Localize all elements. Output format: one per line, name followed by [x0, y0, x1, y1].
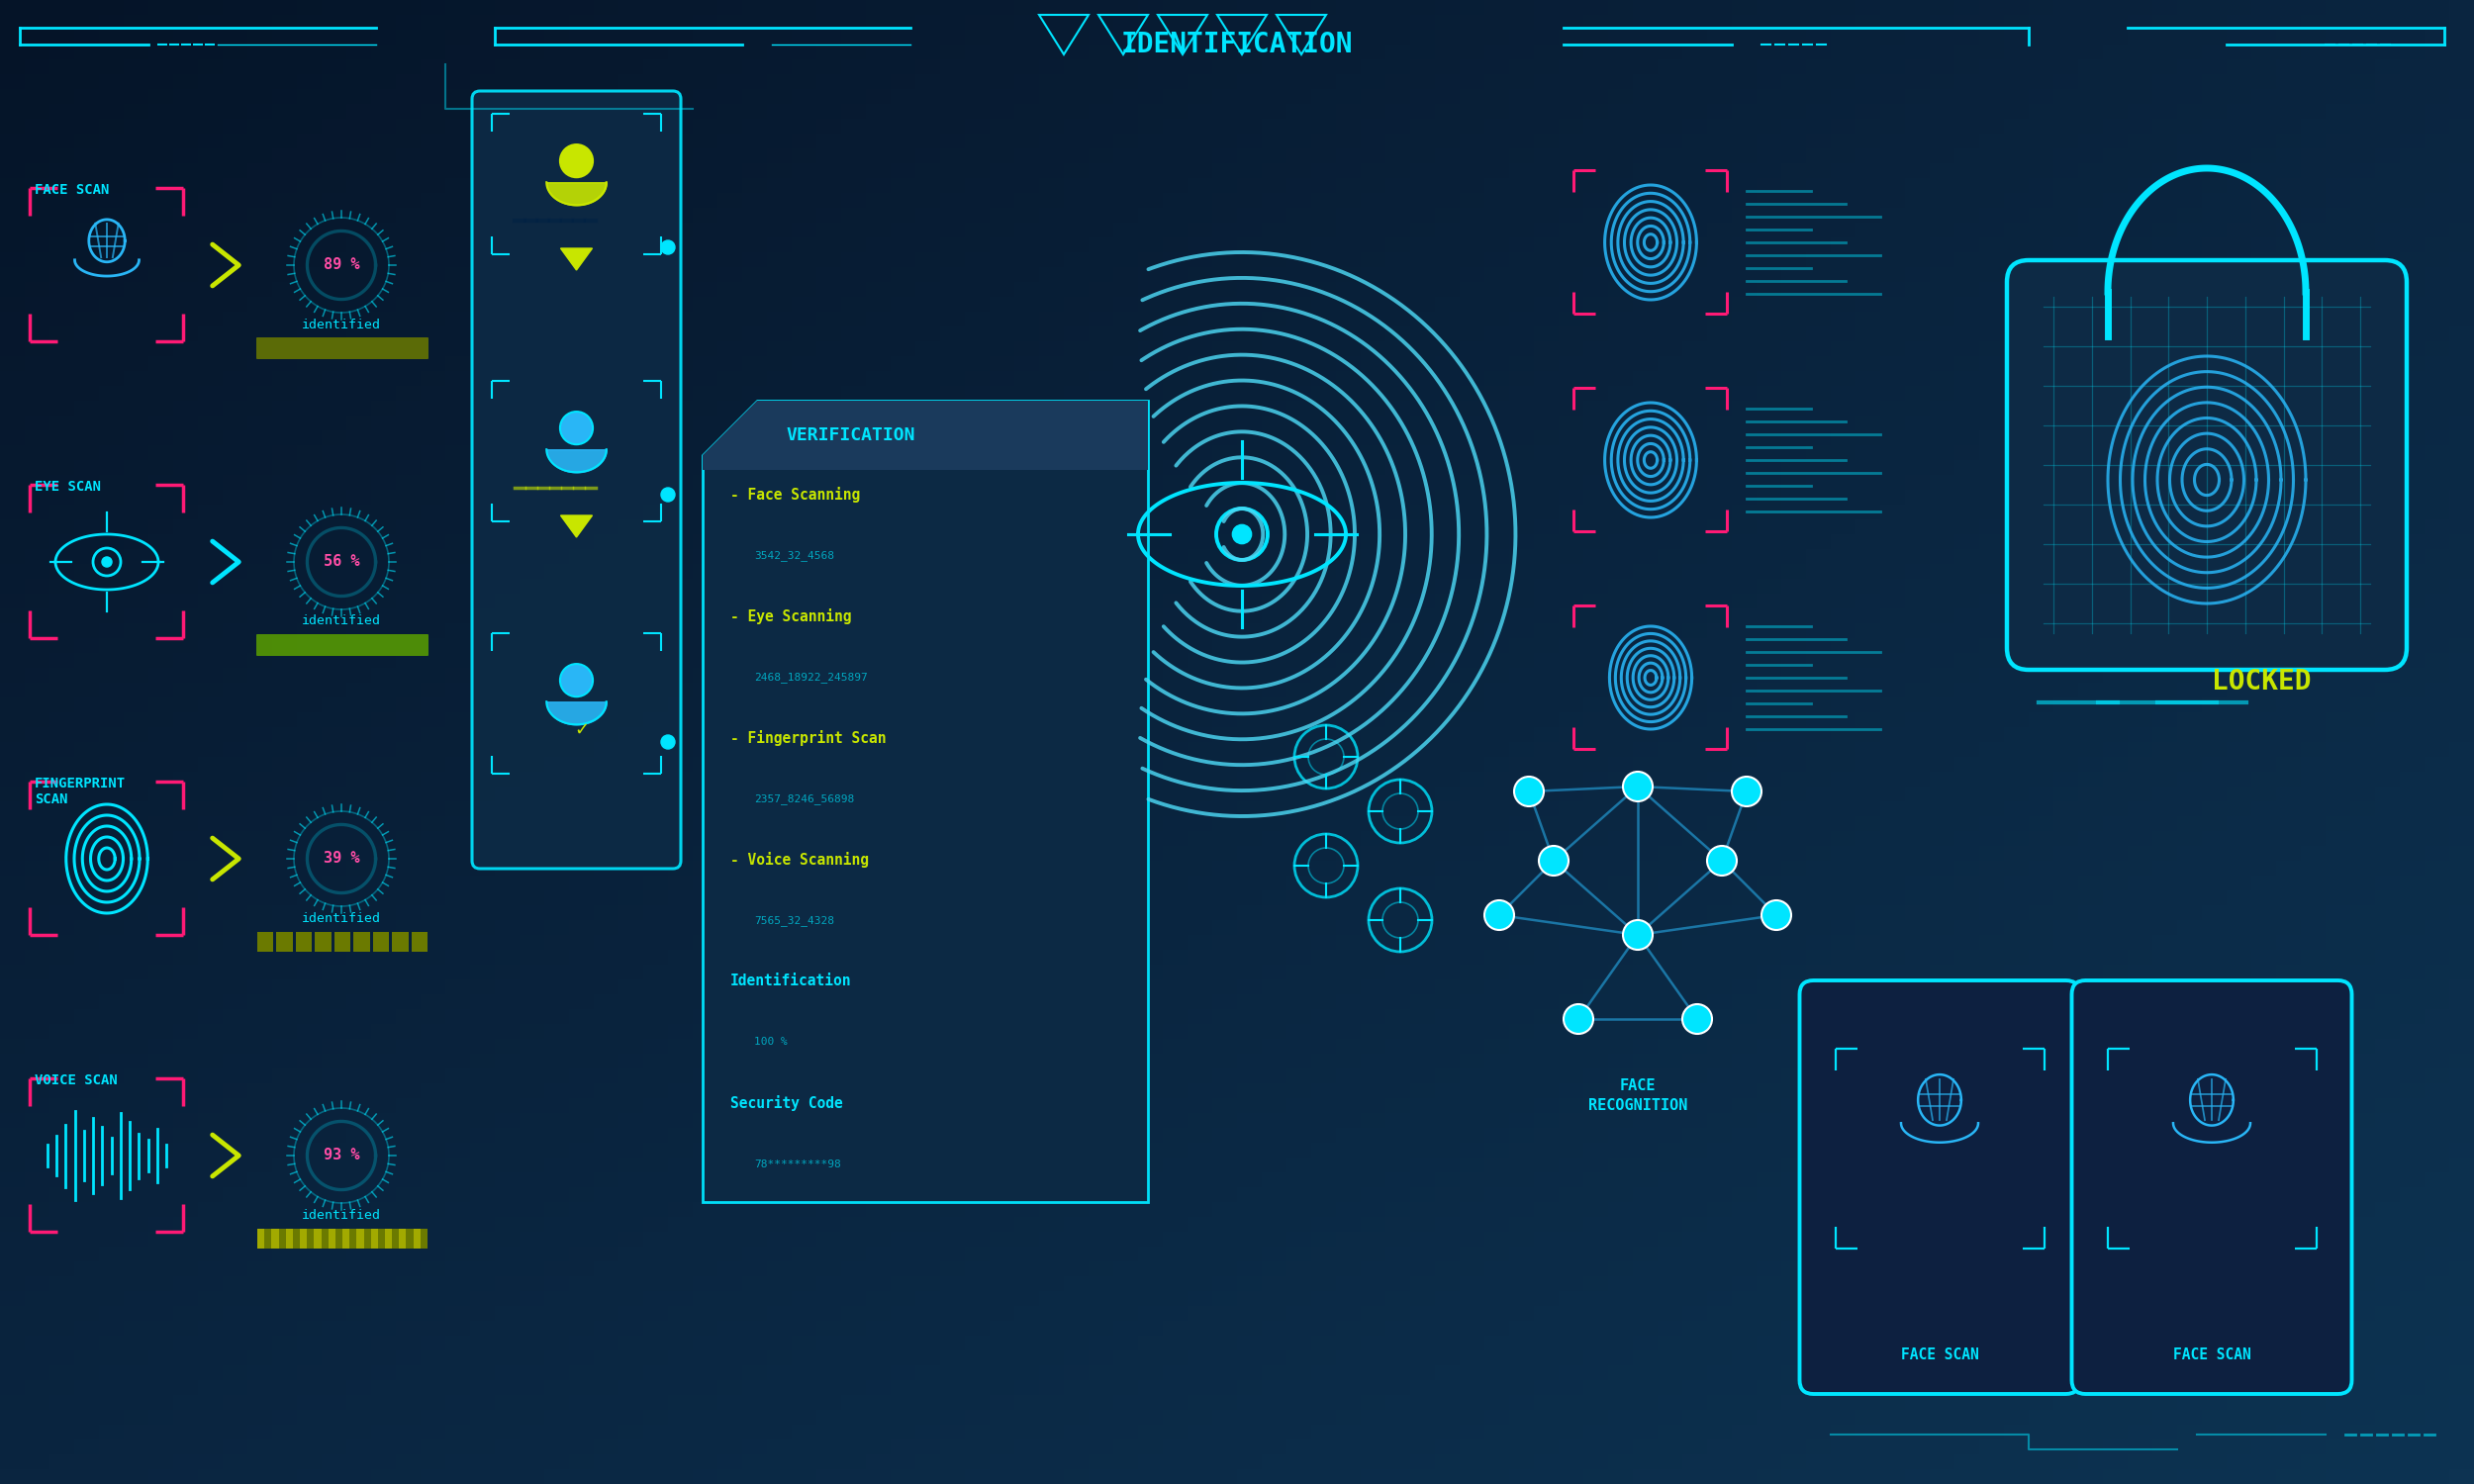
Polygon shape: [562, 515, 591, 537]
Circle shape: [1539, 846, 1569, 876]
Bar: [398, 1229, 406, 1248]
Polygon shape: [703, 401, 1148, 470]
Bar: [314, 1229, 322, 1248]
Text: - Fingerprint Scan: - Fingerprint Scan: [730, 730, 886, 746]
Text: 2468_18922_245897: 2468_18922_245897: [755, 672, 868, 683]
Bar: [297, 932, 312, 951]
Text: 56 %: 56 %: [324, 555, 359, 570]
Circle shape: [1761, 901, 1791, 930]
Polygon shape: [562, 248, 591, 270]
Circle shape: [559, 663, 594, 696]
Bar: [285, 1229, 292, 1248]
Text: Identification: Identification: [730, 974, 851, 988]
Text: 93 %: 93 %: [324, 1149, 359, 1163]
Bar: [334, 932, 351, 951]
Text: identified: identified: [302, 318, 381, 331]
Text: ✓: ✓: [574, 721, 589, 739]
Circle shape: [559, 411, 594, 444]
Text: LOCKED: LOCKED: [2212, 668, 2311, 696]
FancyBboxPatch shape: [2071, 981, 2353, 1393]
Text: identified: identified: [302, 911, 381, 925]
Bar: [374, 932, 388, 951]
Bar: [272, 1229, 280, 1248]
Text: VOICE SCAN: VOICE SCAN: [35, 1073, 119, 1088]
Text: identified: identified: [302, 614, 381, 628]
FancyBboxPatch shape: [1799, 981, 2081, 1393]
Text: - Eye Scanning: - Eye Scanning: [730, 608, 851, 625]
Text: FACE
RECOGNITION: FACE RECOGNITION: [1588, 1079, 1687, 1113]
Bar: [277, 932, 292, 951]
Circle shape: [1623, 772, 1653, 801]
Bar: [257, 1229, 428, 1248]
Text: 7565_32_4328: 7565_32_4328: [755, 916, 834, 926]
Circle shape: [1514, 776, 1544, 806]
Bar: [356, 1229, 364, 1248]
Circle shape: [1732, 776, 1761, 806]
Bar: [314, 932, 332, 951]
Circle shape: [1232, 525, 1252, 543]
Bar: [413, 1229, 421, 1248]
FancyBboxPatch shape: [257, 634, 428, 656]
Text: IDENTIFICATION: IDENTIFICATION: [1121, 31, 1353, 58]
Text: FACE SCAN: FACE SCAN: [35, 183, 109, 197]
Circle shape: [1623, 920, 1653, 950]
Text: 78*********98: 78*********98: [755, 1159, 841, 1169]
Circle shape: [661, 488, 675, 502]
Text: VERIFICATION: VERIFICATION: [787, 426, 915, 444]
Bar: [386, 1229, 391, 1248]
Text: 89 %: 89 %: [324, 258, 359, 273]
Text: FACE SCAN: FACE SCAN: [1900, 1347, 1979, 1362]
Circle shape: [101, 556, 111, 567]
Circle shape: [559, 144, 594, 177]
Bar: [257, 1229, 265, 1248]
Text: 2357_8246_56898: 2357_8246_56898: [755, 794, 854, 804]
Text: FINGERPRINT
SCAN: FINGERPRINT SCAN: [35, 776, 126, 806]
Text: - Voice Scanning: - Voice Scanning: [730, 852, 868, 868]
Bar: [299, 1229, 307, 1248]
Text: - Face Scanning: - Face Scanning: [730, 487, 861, 503]
Bar: [257, 932, 275, 951]
Bar: [354, 932, 369, 951]
FancyBboxPatch shape: [2006, 260, 2407, 669]
Text: 39 %: 39 %: [324, 852, 359, 867]
Circle shape: [1484, 901, 1514, 930]
Circle shape: [661, 735, 675, 749]
Circle shape: [661, 240, 675, 254]
Text: 100 %: 100 %: [755, 1037, 787, 1048]
Bar: [391, 932, 408, 951]
Polygon shape: [703, 401, 1148, 1202]
Text: 3542_32_4568: 3542_32_4568: [755, 551, 834, 561]
Bar: [411, 932, 428, 951]
Circle shape: [1682, 1005, 1712, 1034]
Text: FACE SCAN: FACE SCAN: [2172, 1347, 2251, 1362]
Bar: [341, 1229, 349, 1248]
Bar: [329, 1229, 336, 1248]
Text: Security Code: Security Code: [730, 1095, 844, 1112]
Circle shape: [1707, 846, 1737, 876]
Circle shape: [1564, 1005, 1593, 1034]
FancyBboxPatch shape: [257, 337, 428, 359]
FancyBboxPatch shape: [473, 91, 680, 868]
Bar: [371, 1229, 379, 1248]
Text: identified: identified: [302, 1208, 381, 1221]
Text: EYE SCAN: EYE SCAN: [35, 479, 101, 494]
